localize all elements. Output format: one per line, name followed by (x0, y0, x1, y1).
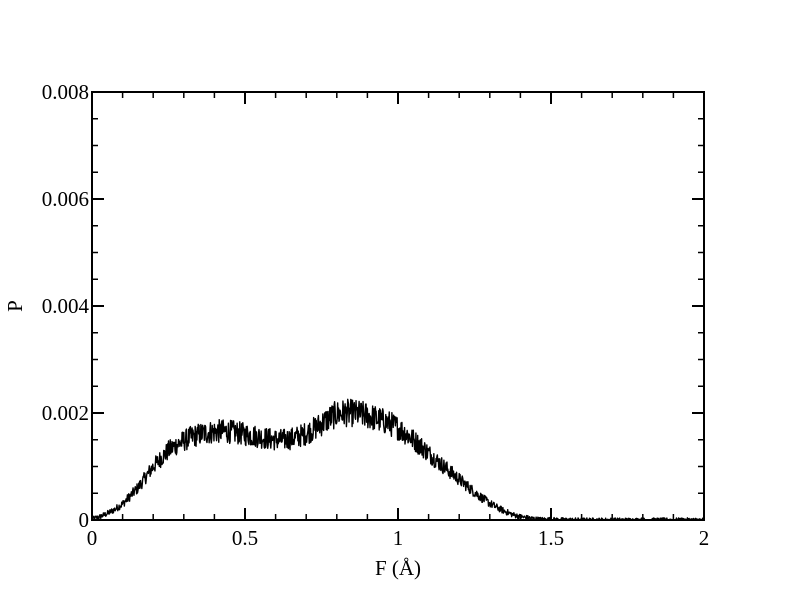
series-line (91, 398, 705, 521)
plot-frame (91, 91, 705, 521)
x-tick-label: 2 (699, 526, 710, 550)
x-tick-label: 0.5 (232, 526, 258, 550)
x-axis-label: F (Å) (375, 556, 421, 580)
y-tick-label: 0.004 (42, 294, 90, 318)
y-axis-label: P (3, 300, 27, 312)
y-tick-label: 0.006 (42, 187, 89, 211)
y-tick-label: 0.008 (42, 80, 89, 104)
x-tick-label: 1.5 (538, 526, 564, 550)
x-tick-label: 1 (393, 526, 404, 550)
x-tick-label: 0 (87, 526, 98, 550)
y-tick-label: 0 (79, 508, 90, 532)
y-tick-label: 0.002 (42, 401, 89, 425)
